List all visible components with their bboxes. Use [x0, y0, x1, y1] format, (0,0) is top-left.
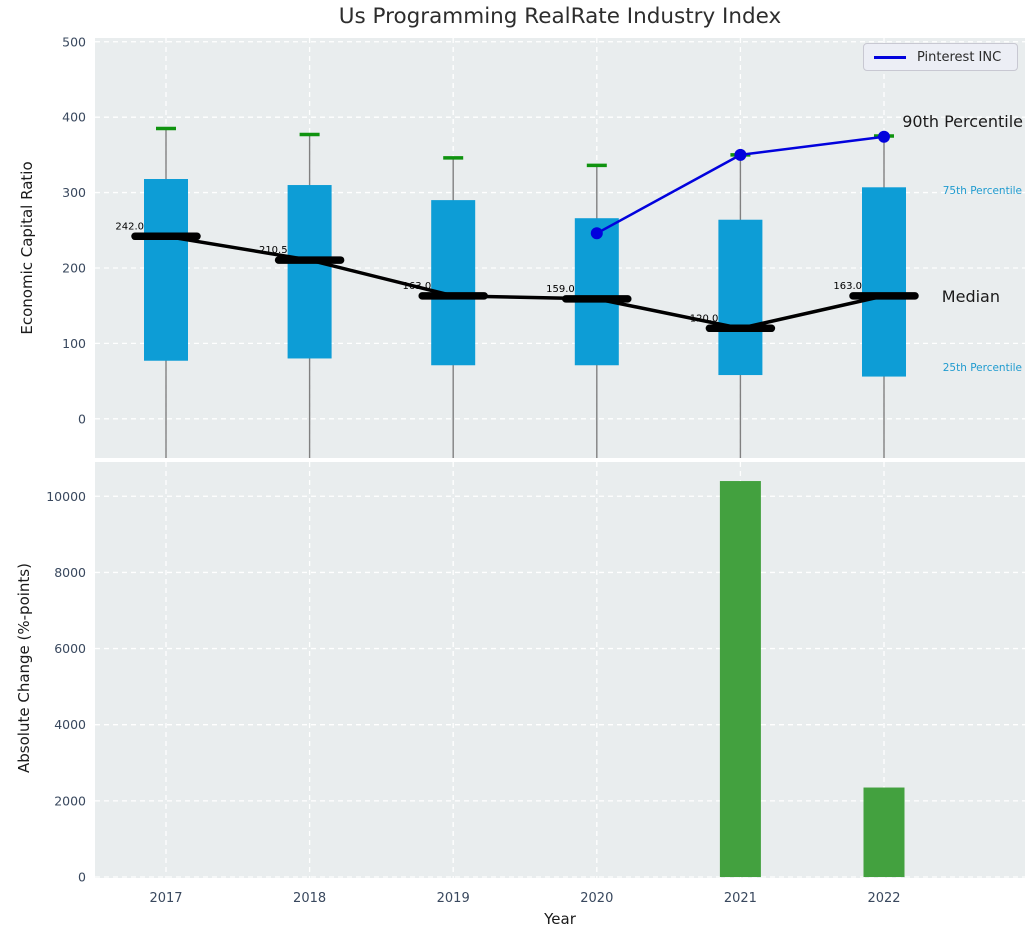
annotation-75th-percentile: 75th Percentile	[942, 185, 1022, 197]
bottom-y-tick-label: 2000	[54, 793, 86, 808]
x-tick-label: 2022	[867, 891, 900, 906]
top-y-tick-label: 500	[62, 34, 86, 49]
bottom-y-tick-label: 0	[78, 870, 86, 885]
pinterest-marker	[590, 227, 603, 240]
bottom-y-tick-label: 4000	[54, 717, 86, 732]
iqr-box	[287, 185, 332, 359]
chart-title: Us Programming RealRate Industry Index	[338, 4, 782, 29]
legend: Pinterest INC	[863, 43, 1018, 71]
change-bar	[863, 787, 905, 877]
median-value-label: 163.0	[833, 281, 862, 292]
iqr-box	[862, 187, 906, 377]
legend-label: Pinterest INC	[917, 49, 1002, 65]
iqr-box	[431, 200, 476, 366]
x-tick-label: 2020	[580, 891, 613, 906]
top-y-tick-label: 400	[62, 110, 86, 125]
median-value-label: 120.0	[690, 313, 719, 324]
annotation-25th-percentile: 25th Percentile	[942, 362, 1022, 374]
iqr-box	[144, 179, 188, 361]
legend-line-icon	[874, 55, 906, 59]
top-y-axis-label: Economic Capital Ratio	[18, 161, 36, 335]
x-axis-label: Year	[544, 910, 576, 928]
x-tick-label: 2019	[437, 891, 470, 906]
iqr-box	[718, 219, 763, 376]
x-tick-label: 2017	[149, 891, 182, 906]
bottom-y-tick-label: 6000	[54, 641, 86, 656]
bottom-y-tick-label: 10000	[46, 489, 86, 504]
pinterest-marker	[734, 148, 747, 161]
median-value-label: 210.5	[259, 245, 288, 256]
median-value-label: 159.0	[546, 284, 575, 295]
annotation-median: Median	[941, 287, 1000, 306]
median-line	[165, 234, 885, 331]
top-y-tick-label: 200	[62, 260, 86, 275]
annotation-90th-percentile: 90th Percentile	[902, 112, 1023, 131]
x-tick-label: 2021	[724, 891, 757, 906]
bottom-y-tick-label: 8000	[54, 565, 86, 580]
median-value-label: 163.0	[403, 281, 432, 292]
change-bar	[719, 481, 761, 877]
bottom-y-axis-label: Absolute Change (%-points)	[15, 563, 33, 773]
top-y-tick-label: 0	[78, 411, 86, 426]
median-value-label: 242.0	[115, 221, 144, 232]
x-tick-label: 2018	[293, 891, 326, 906]
top-y-tick-label: 100	[62, 336, 86, 351]
iqr-box	[574, 218, 619, 366]
top-y-tick-label: 300	[62, 185, 86, 200]
pinterest-marker	[878, 130, 890, 143]
